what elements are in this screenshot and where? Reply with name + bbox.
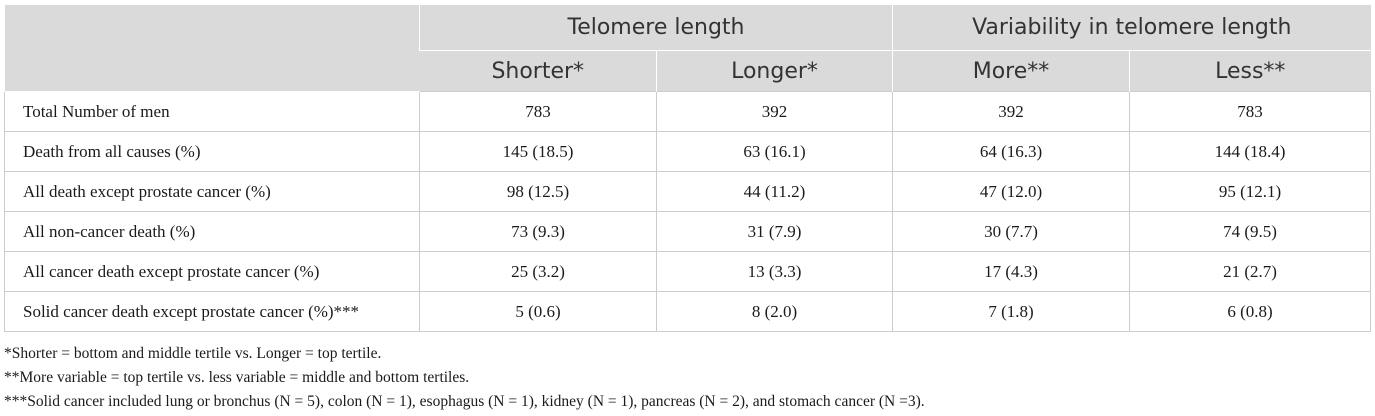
table-cell: 5 (0.6) — [419, 291, 657, 332]
table-row: Solid cancer death except prostate cance… — [4, 291, 1371, 332]
table-cell: 783 — [1129, 91, 1371, 132]
table-cell: 25 (3.2) — [419, 251, 657, 292]
group-header-telomere-length: Telomere length — [419, 5, 893, 51]
sub-header-more: More** — [892, 50, 1130, 92]
table-cell: 144 (18.4) — [1129, 131, 1371, 172]
table-cell: 145 (18.5) — [419, 131, 657, 172]
header-corner-cell — [4, 5, 420, 92]
row-label: All cancer death except prostate cancer … — [4, 251, 420, 292]
sub-header-shorter: Shorter* — [419, 50, 657, 92]
table-cell: 95 (12.1) — [1129, 171, 1371, 212]
row-label: All death except prostate cancer (%) — [4, 171, 420, 212]
group-header-variability: Variability in telomere length — [892, 5, 1371, 51]
table-row: Death from all causes (%) 145 (18.5) 63 … — [4, 131, 1371, 172]
table-row: All death except prostate cancer (%) 98 … — [4, 171, 1371, 212]
table-cell: 30 (7.7) — [892, 211, 1130, 252]
table-cell: 392 — [892, 91, 1130, 132]
table-row: Total Number of men 783 392 392 783 — [4, 91, 1371, 132]
table-cell: 783 — [419, 91, 657, 132]
table-cell: 73 (9.3) — [419, 211, 657, 252]
footnote-more-less: **More variable = top tertile vs. less v… — [4, 369, 470, 386]
table-cell: 64 (16.3) — [892, 131, 1130, 172]
table-cell: 63 (16.1) — [656, 131, 893, 172]
data-table: Telomere length Variability in telomere … — [4, 5, 1371, 332]
table-cell: 8 (2.0) — [656, 291, 893, 332]
row-label: Solid cancer death except prostate cance… — [4, 291, 420, 332]
table-row: All non-cancer death (%) 73 (9.3) 31 (7.… — [4, 211, 1371, 252]
table-cell: 17 (4.3) — [892, 251, 1130, 292]
table-cell: 31 (7.9) — [656, 211, 893, 252]
row-label: All non-cancer death (%) — [4, 211, 420, 252]
sub-header-less: Less** — [1129, 50, 1371, 92]
table-cell: 392 — [656, 91, 893, 132]
sub-header-longer: Longer* — [656, 50, 893, 92]
group-header-row: Telomere length Variability in telomere … — [4, 5, 1371, 92]
row-label: Total Number of men — [4, 91, 420, 132]
table-cell: 47 (12.0) — [892, 171, 1130, 212]
sub-header-row: Shorter* Longer* More** Less** — [5, 50, 1371, 92]
table-row: All cancer death except prostate cancer … — [4, 251, 1371, 292]
table-cell: 44 (11.2) — [656, 171, 893, 212]
table-cell: 74 (9.5) — [1129, 211, 1371, 252]
table-cell: 13 (3.3) — [656, 251, 893, 292]
table-cell: 7 (1.8) — [892, 291, 1130, 332]
table-cell: 98 (12.5) — [419, 171, 657, 212]
table-cell: 6 (0.8) — [1129, 291, 1371, 332]
table-cell: 21 (2.7) — [1129, 251, 1371, 292]
footnote-solid-cancer: ***Solid cancer included lung or bronchu… — [4, 393, 925, 410]
footnotes: *Shorter = bottom and middle tertile vs.… — [4, 342, 1370, 414]
footnote-shorter-longer: *Shorter = bottom and middle tertile vs.… — [4, 345, 382, 362]
row-label: Death from all causes (%) — [4, 131, 420, 172]
